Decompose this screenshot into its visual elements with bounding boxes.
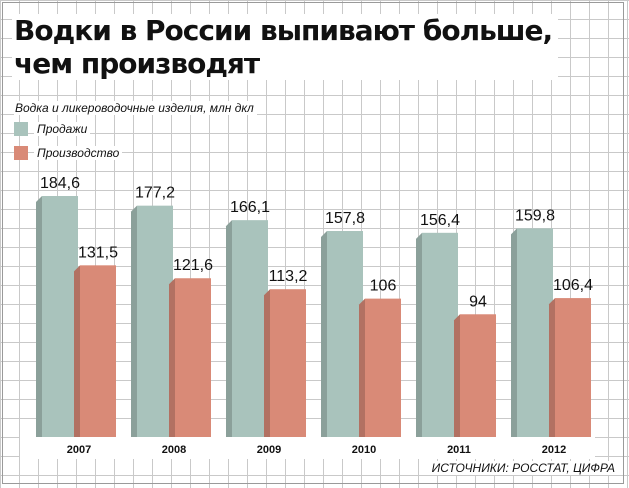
value-label-production: 113,2 — [269, 268, 308, 285]
bar-side-sales — [36, 196, 42, 437]
bar-side-production — [549, 298, 555, 437]
x-tick-label: 2007 — [67, 444, 91, 456]
value-label-production: 106,4 — [553, 277, 593, 294]
chart-frame — [2, 2, 624, 484]
bar-production — [365, 298, 401, 437]
bar-side-production — [359, 298, 365, 437]
x-tick-label: 2009 — [257, 444, 281, 456]
legend-label-sales: Продажи — [34, 122, 91, 136]
value-label-sales: 177,2 — [135, 185, 175, 202]
value-label-production: 121,6 — [173, 257, 213, 274]
legend-item-sales: Продажи — [14, 122, 91, 136]
bar-sales — [517, 228, 553, 437]
bar-sales — [232, 220, 268, 437]
bar-production — [460, 314, 496, 437]
legend-item-production: Производство — [14, 146, 123, 160]
value-label-production: 94 — [469, 293, 487, 310]
bar-side-production — [74, 265, 80, 437]
bar-side-production — [264, 289, 270, 437]
bar-side-sales — [511, 228, 517, 437]
legend-swatch-sales — [14, 122, 28, 136]
value-label-sales: 159,8 — [515, 207, 555, 224]
value-label-production: 106 — [370, 278, 397, 295]
chart-title: Водки в России выпивают больше, чем прои… — [12, 14, 559, 80]
bar-sales — [42, 196, 78, 437]
x-tick-label: 2010 — [352, 444, 376, 456]
bar-side-sales — [321, 230, 327, 437]
bar-side-production — [169, 278, 175, 437]
bar-side-sales — [131, 205, 137, 437]
bar-sales — [137, 205, 173, 437]
bar-side-production — [454, 314, 460, 437]
value-label-sales: 166,1 — [230, 199, 270, 216]
title-line-2: чем производят — [14, 47, 260, 80]
chart-subtitle: Водка и ликероводочные изделия, млн дкл — [14, 101, 257, 115]
x-tick-label: 2008 — [162, 444, 186, 456]
source-note: ИСТОЧНИКИ: РОССТАТ, ЦИФРА — [429, 461, 617, 475]
x-axis-band — [20, 437, 595, 459]
bar-production — [270, 289, 306, 437]
x-tick-label: 2012 — [542, 444, 566, 456]
bar-side-sales — [416, 232, 422, 437]
title-line-1: Водки в России выпивают больше, — [14, 14, 553, 47]
legend-label-production: Производство — [34, 146, 123, 160]
bar-production — [175, 278, 211, 437]
value-label-production: 131,5 — [78, 244, 118, 261]
bar-side-sales — [226, 220, 232, 437]
value-label-sales: 156,4 — [420, 212, 460, 229]
bar-sales — [327, 230, 363, 437]
bar-production — [80, 265, 116, 437]
bar-production — [555, 298, 591, 437]
x-tick-label: 2011 — [447, 444, 471, 456]
value-label-sales: 157,8 — [325, 210, 365, 227]
bar-sales — [422, 232, 458, 437]
value-label-sales: 184,6 — [40, 175, 80, 192]
legend-swatch-production — [14, 146, 28, 160]
